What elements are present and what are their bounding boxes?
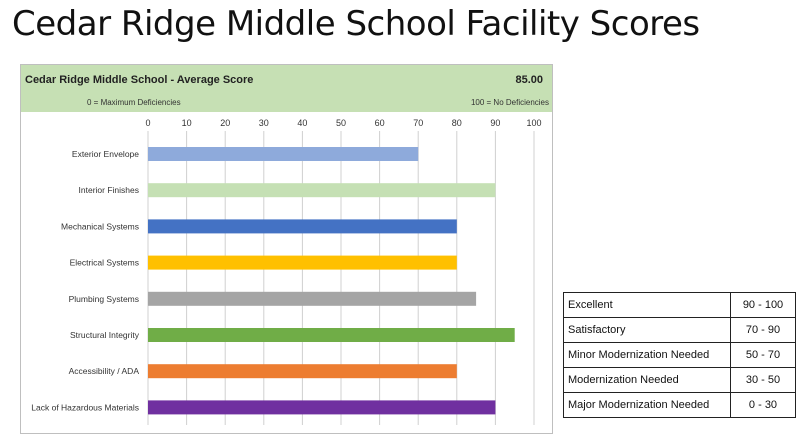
x-tick-label: 90 <box>490 118 500 128</box>
legend-range: 0 - 30 <box>730 392 796 418</box>
bar <box>148 364 457 379</box>
legend-range: 30 - 50 <box>730 367 796 393</box>
category-label: Structural Integrity <box>70 330 140 340</box>
legend-range: 50 - 70 <box>730 342 796 368</box>
average-score: 85.00 <box>515 74 543 86</box>
bar <box>148 291 477 306</box>
x-tick-label: 60 <box>375 118 385 128</box>
chart-panel: Cedar Ridge Middle School - Average Scor… <box>20 64 553 434</box>
category-label: Plumbing Systems <box>69 294 139 304</box>
x-tick-label: 40 <box>297 118 307 128</box>
category-label: Lack of Hazardous Materials <box>31 402 139 412</box>
bar-chart: 0 10 20 30 40 50 60 70 80 90 100 Exterior Envelope I… <box>31 118 542 425</box>
category-label: Exterior Envelope <box>72 149 139 159</box>
legend-range: 70 - 90 <box>730 317 796 343</box>
bar <box>148 328 515 342</box>
legend-label: Excellent <box>563 292 731 318</box>
category-label: Interior Finishes <box>79 185 139 195</box>
bar <box>148 255 457 270</box>
x-tick-label: 0 <box>145 118 150 128</box>
legend-range: 90 - 100 <box>730 292 796 318</box>
category-label: Mechanical Systems <box>61 221 139 231</box>
legend-row: Major Modernization Needed 0 - 30 <box>563 392 796 418</box>
rating-legend-table: Excellent 90 - 100 Satisfactory 70 - 90 Mino… <box>563 292 796 418</box>
bar <box>148 147 419 161</box>
x-tick-label: 80 <box>452 118 462 128</box>
x-tick-label: 20 <box>220 118 230 128</box>
slide-title: Cedar Ridge Middle School Facility Score… <box>12 4 700 44</box>
legend-label: Minor Modernization Needed <box>563 342 731 368</box>
legend-label: Modernization Needed <box>563 367 731 393</box>
x-tick-label: 10 <box>182 118 192 128</box>
bar <box>148 400 496 415</box>
x-tick-label: 70 <box>413 118 423 128</box>
category-label: Electrical Systems <box>70 258 139 268</box>
chart-header-title: Cedar Ridge Middle School - Average Scor… <box>25 74 254 86</box>
category-label: Accessibility / ADA <box>69 366 140 376</box>
x-tick-label: 50 <box>336 118 346 128</box>
legend-label: Satisfactory <box>563 317 731 343</box>
bar <box>148 183 496 198</box>
max-note: 100 = No Deficiencies <box>470 98 549 107</box>
legend-row: Minor Modernization Needed 50 - 70 <box>563 342 796 368</box>
legend-label: Major Modernization Needed <box>563 392 731 418</box>
legend-row: Satisfactory 70 - 90 <box>563 317 796 343</box>
x-tick-label: 30 <box>259 118 269 128</box>
bar <box>148 219 457 234</box>
chart-header: Cedar Ridge Middle School - Average Scor… <box>21 65 552 112</box>
legend-row: Excellent 90 - 100 <box>563 292 796 318</box>
min-note: 0 = Maximum Deficiencies <box>87 98 181 107</box>
legend-row: Modernization Needed 30 - 50 <box>563 367 796 393</box>
x-tick-label: 100 <box>526 118 541 128</box>
